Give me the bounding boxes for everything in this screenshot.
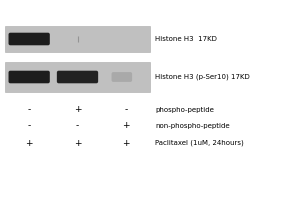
FancyBboxPatch shape — [57, 71, 98, 83]
Text: -: - — [28, 106, 31, 114]
Text: +: + — [122, 138, 130, 148]
Text: Histone H3 (p-Ser10) 17KD: Histone H3 (p-Ser10) 17KD — [155, 74, 250, 80]
Text: +: + — [122, 121, 130, 130]
Text: +: + — [26, 138, 33, 148]
Text: -: - — [76, 121, 79, 130]
Text: +: + — [74, 106, 81, 114]
FancyBboxPatch shape — [112, 72, 132, 82]
Text: non-phospho-peptide: non-phospho-peptide — [155, 123, 230, 129]
Text: -: - — [28, 121, 31, 130]
Bar — [5, 26, 150, 52]
Text: phospho-peptide: phospho-peptide — [155, 107, 214, 113]
Text: +: + — [74, 138, 81, 148]
Text: Histone H3  17KD: Histone H3 17KD — [155, 36, 217, 42]
Text: Paclitaxel (1uM, 24hours): Paclitaxel (1uM, 24hours) — [155, 140, 244, 146]
Bar — [5, 62, 150, 92]
FancyBboxPatch shape — [8, 71, 50, 83]
FancyBboxPatch shape — [8, 33, 50, 45]
Text: -: - — [124, 106, 127, 114]
